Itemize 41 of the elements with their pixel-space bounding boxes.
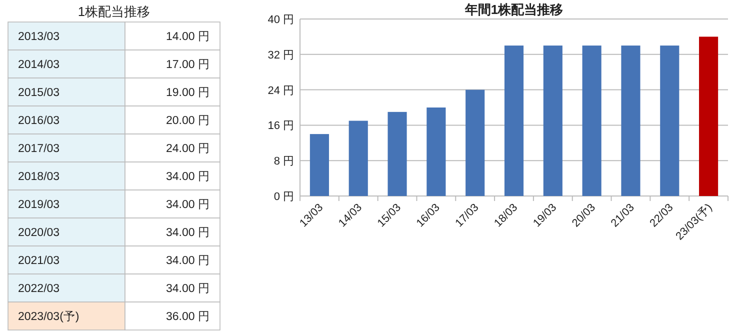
data-label: 19.00 円 (166, 86, 210, 99)
category-label: 2020/03 (18, 227, 60, 239)
data-label: 34.00 円 (166, 170, 210, 183)
y-tick-label: 8 円 (274, 156, 294, 168)
data-label: 20.00 円 (166, 114, 210, 127)
data-label: 34.00 円 (166, 254, 210, 267)
bar (660, 46, 680, 196)
category-label: 2017/03 (18, 143, 60, 155)
bar (582, 46, 602, 196)
bar (388, 112, 407, 196)
y-tick-label: 32 円 (268, 49, 294, 62)
category-label: 2014/03 (18, 59, 60, 71)
bar (310, 134, 329, 196)
bar (699, 36, 718, 196)
data-label: 14.00 円 (166, 30, 210, 43)
bar (621, 46, 640, 196)
category-label: 2018/03 (18, 171, 60, 183)
text: 1株配当推移 (78, 4, 150, 19)
category-label: 2013/03 (18, 31, 60, 43)
category-label: 2016/03 (18, 115, 60, 127)
y-tick-label: 40 円 (268, 14, 294, 26)
y-tick-label: 16 円 (268, 120, 294, 132)
bar (426, 108, 446, 196)
data-label: 17.00 円 (166, 58, 210, 71)
bar (504, 46, 524, 196)
category-label: 2021/03 (18, 255, 60, 267)
data-label: 34.00 円 (166, 226, 210, 239)
category-label: 2015/03 (18, 87, 60, 99)
bar (543, 46, 562, 196)
bar (466, 90, 485, 196)
bar (348, 120, 368, 196)
y-tick-label: 0 円 (274, 191, 294, 203)
data-label: 34.00 円 (166, 198, 210, 211)
chart-title: 年間1株配当推移 (464, 2, 564, 17)
category-label: 2023/03(予) (18, 310, 80, 323)
data-label: 24.00 円 (166, 142, 210, 155)
data-label: 36.00 円 (166, 310, 210, 323)
data-label: 34.00 円 (166, 282, 210, 295)
category-label: 2019/03 (18, 199, 60, 211)
category-label: 2022/03 (18, 283, 60, 295)
y-tick-label: 24 円 (268, 84, 294, 97)
